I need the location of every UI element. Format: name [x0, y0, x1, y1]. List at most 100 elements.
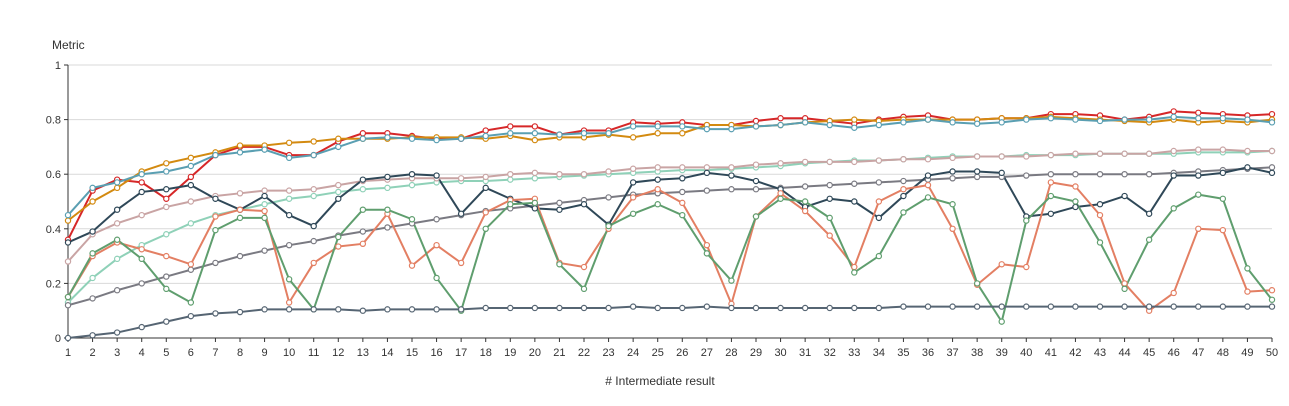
series-8-point[interactable] — [138, 246, 145, 253]
series-9-point[interactable] — [1170, 205, 1177, 212]
series-5-point[interactable] — [187, 198, 195, 205]
series-3-point[interactable] — [998, 119, 1005, 126]
series-6-point[interactable] — [703, 187, 711, 194]
series-7-point[interactable] — [703, 169, 711, 177]
series-5-point[interactable] — [900, 155, 907, 163]
series-6-point[interactable] — [113, 287, 121, 294]
series-9-point[interactable] — [826, 214, 833, 222]
series-7-point[interactable] — [1195, 172, 1202, 179]
series-3-point[interactable] — [900, 119, 907, 126]
series-2-point[interactable] — [335, 135, 342, 142]
series-5-point[interactable] — [801, 158, 809, 166]
series-9-point[interactable] — [1145, 236, 1153, 243]
series-3-point[interactable] — [1244, 116, 1251, 123]
series-10-point[interactable] — [1219, 303, 1227, 310]
series-6-point[interactable] — [1268, 164, 1276, 171]
series-8-point[interactable] — [654, 186, 661, 193]
series-9-point[interactable] — [408, 216, 416, 223]
series-8-point[interactable] — [236, 206, 244, 213]
series-9-point[interactable] — [900, 209, 907, 216]
series-9-point[interactable] — [580, 285, 588, 293]
series-3-point[interactable] — [433, 136, 440, 144]
series-6-point[interactable] — [433, 216, 440, 223]
series-7-point[interactable] — [1072, 203, 1079, 211]
series-6-point[interactable] — [728, 186, 735, 193]
series-2-point[interactable] — [679, 130, 686, 137]
series-8-point[interactable] — [285, 299, 293, 306]
series-4-point[interactable] — [163, 231, 170, 238]
series-3-point[interactable] — [64, 211, 72, 219]
series-3-point[interactable] — [949, 119, 956, 126]
series-7-point[interactable] — [1121, 192, 1128, 200]
series-10-point[interactable] — [384, 306, 391, 313]
series-10-point[interactable] — [900, 303, 907, 310]
series-9-point[interactable] — [851, 269, 858, 276]
series-5-point[interactable] — [113, 220, 121, 227]
series-6-point[interactable] — [556, 199, 563, 207]
series-3-point[interactable] — [408, 135, 416, 142]
series-10-point[interactable] — [949, 303, 956, 310]
series-1-point[interactable] — [531, 123, 539, 130]
series-3-point[interactable] — [1195, 115, 1202, 122]
series-7-point[interactable] — [752, 177, 760, 185]
series-8-point[interactable] — [408, 262, 416, 269]
series-7-point[interactable] — [113, 206, 121, 213]
series-6-point[interactable] — [875, 179, 883, 186]
series-9-point[interactable] — [359, 206, 367, 213]
series-10-point[interactable] — [875, 304, 883, 312]
series-9-point[interactable] — [212, 226, 219, 234]
series-2-point[interactable] — [285, 139, 293, 147]
series-9-point[interactable] — [482, 225, 489, 232]
series-9-point[interactable] — [64, 293, 72, 301]
series-5-point[interactable] — [457, 175, 465, 182]
series-1-point[interactable] — [507, 123, 514, 130]
series-8-point[interactable] — [949, 225, 956, 232]
series-7-point[interactable] — [335, 195, 342, 202]
series-3-point[interactable] — [1170, 113, 1177, 121]
series-10-point[interactable] — [457, 306, 465, 313]
series-10-point[interactable] — [261, 306, 268, 313]
series-9-point[interactable] — [752, 213, 760, 220]
series-8-point[interactable] — [900, 186, 907, 193]
series-3-point[interactable] — [924, 116, 932, 123]
series-4-point[interactable] — [408, 181, 416, 189]
series-6-point[interactable] — [384, 224, 391, 231]
series-7-point[interactable] — [1047, 210, 1055, 217]
series-10-point[interactable] — [335, 306, 342, 313]
series-8-point[interactable] — [1096, 211, 1104, 219]
series-7-point[interactable] — [138, 188, 145, 196]
series-6-point[interactable] — [826, 181, 833, 189]
series-10-point[interactable] — [1047, 303, 1055, 310]
series-3-point[interactable] — [1096, 117, 1104, 125]
series-8-point[interactable] — [1244, 288, 1251, 295]
series-7-point[interactable] — [826, 195, 833, 202]
series-3-point[interactable] — [679, 123, 686, 130]
series-10-point[interactable] — [580, 304, 588, 312]
series-10-point[interactable] — [433, 306, 440, 313]
series-4-point[interactable] — [310, 192, 317, 200]
series-9-point[interactable] — [1047, 192, 1055, 200]
series-9-point[interactable] — [163, 285, 170, 293]
series-6-point[interactable] — [1121, 170, 1128, 178]
series-4-point[interactable] — [89, 274, 96, 282]
series-9-point[interactable] — [949, 201, 956, 208]
series-6-point[interactable] — [261, 247, 268, 254]
series-2-point[interactable] — [89, 198, 96, 205]
series-10-point[interactable] — [359, 307, 367, 314]
series-10-point[interactable] — [285, 306, 293, 313]
series-5-point[interactable] — [629, 165, 637, 172]
series-1-point[interactable] — [138, 179, 145, 186]
series-10-point[interactable] — [826, 304, 833, 312]
series-6-point[interactable] — [752, 186, 760, 193]
series-8-point[interactable] — [163, 252, 170, 260]
series-9-point[interactable] — [973, 280, 981, 287]
series-6-point[interactable] — [605, 194, 612, 201]
series-3-point[interactable] — [703, 125, 711, 133]
series-9-point[interactable] — [801, 198, 809, 205]
series-3-point[interactable] — [580, 130, 588, 137]
series-9-point[interactable] — [335, 233, 342, 241]
series-8-point[interactable] — [703, 241, 711, 249]
series-6-point[interactable] — [679, 188, 686, 196]
series-9-point[interactable] — [433, 274, 440, 282]
series-5-point[interactable] — [1121, 150, 1128, 157]
